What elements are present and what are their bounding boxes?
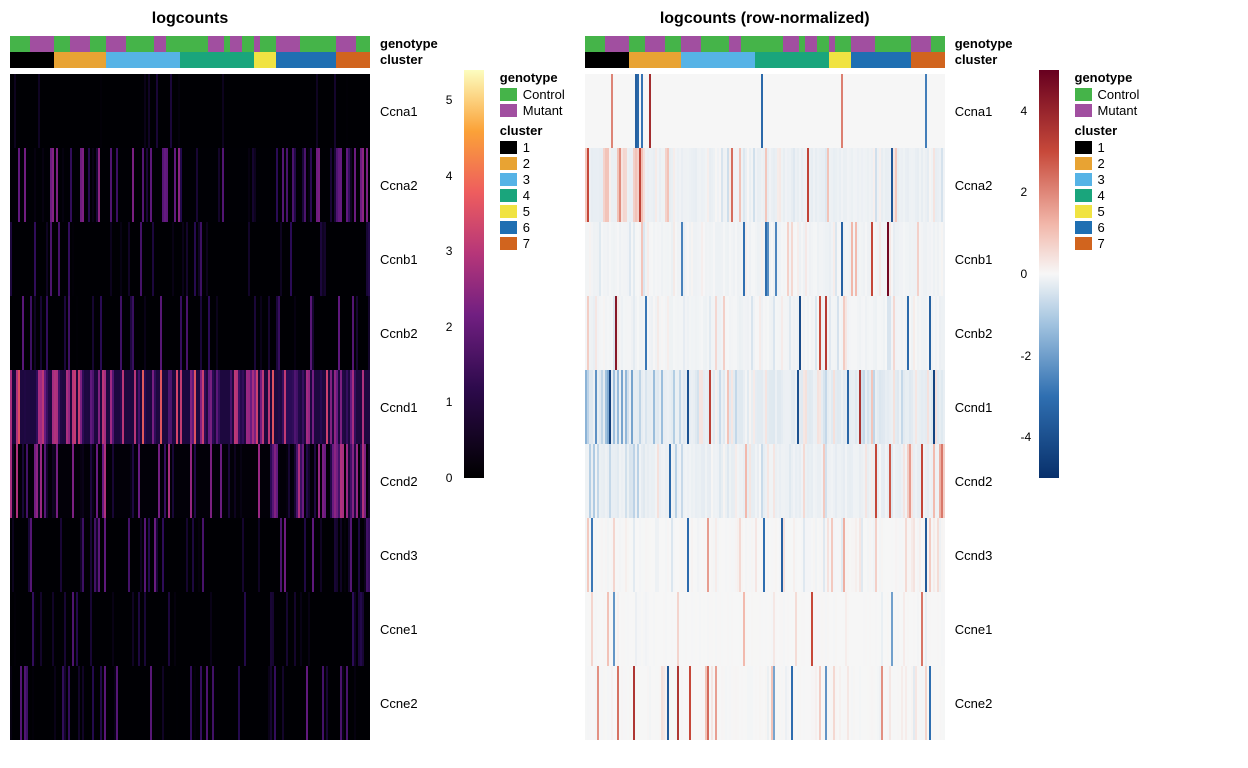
gene-row: [10, 518, 370, 592]
gene-label: Ccnb2: [376, 296, 438, 370]
gene-row: [10, 148, 370, 222]
gene-label: Ccne2: [951, 666, 1013, 740]
colorbar-tick: 4: [446, 169, 453, 183]
gene-label: Ccna2: [951, 148, 1013, 222]
colorbar-tick: 2: [1021, 185, 1028, 199]
legend-item: 3: [1075, 172, 1140, 187]
annot-genotype: [10, 36, 370, 52]
heatmap-left-wrap: genotypeclusterCcna1Ccna2Ccnb1Ccnb2Ccnd1…: [10, 36, 565, 740]
colorbar-tick: -2: [1021, 349, 1032, 363]
colorbar-tick: 0: [446, 471, 453, 485]
gene-label: Ccnd3: [951, 518, 1013, 592]
legend-item: 4: [1075, 188, 1140, 203]
heatmap-right-body: [585, 36, 945, 740]
heatmap-right-wrap: genotypeclusterCcna1Ccna2Ccnb1Ccnb2Ccnd1…: [585, 36, 1140, 740]
legend-item: 1: [500, 140, 565, 155]
legend-left: genotype ControlMutant cluster 1234567: [500, 66, 565, 740]
gene-label: Ccnd2: [376, 444, 438, 518]
gene-row: [585, 370, 945, 444]
gene-row: [10, 592, 370, 666]
gene-label: Ccnd2: [951, 444, 1013, 518]
annot-label-cluster: cluster: [376, 52, 438, 68]
legend-item: 6: [500, 220, 565, 235]
gene-label: Ccnb1: [376, 222, 438, 296]
panel-left: logcounts genotypeclusterCcna1Ccna2Ccnb1…: [10, 10, 565, 758]
colorbar-tick: 1: [446, 395, 453, 409]
annot-label-cluster: cluster: [951, 52, 1013, 68]
colorbar-tick: 4: [1021, 104, 1028, 118]
gene-row: [585, 296, 945, 370]
row-labels-right: genotypecluster Ccna1Ccna2Ccnb1Ccnb2Ccnd1…: [951, 36, 1013, 740]
legend-item: 2: [1075, 156, 1140, 171]
legend-item: 6: [1075, 220, 1140, 235]
legend-item: 2: [500, 156, 565, 171]
gene-label: Ccnd1: [376, 370, 438, 444]
gene-row: [585, 518, 945, 592]
gene-row: [10, 296, 370, 370]
annot-label-genotype: genotype: [951, 36, 1013, 52]
legend-right: genotype ControlMutant cluster 1234567: [1075, 66, 1140, 740]
legend-item: Control: [500, 87, 565, 102]
colorbar-left: 012345: [464, 70, 484, 740]
colorbar-tick: 5: [446, 93, 453, 107]
legend-title-genotype: genotype: [500, 70, 565, 85]
gene-row: [585, 148, 945, 222]
gene-row: [10, 444, 370, 518]
title-left: logcounts: [10, 10, 370, 28]
gene-label: Ccnb2: [951, 296, 1013, 370]
annot-genotype: [585, 36, 945, 52]
legend-title-genotype: genotype: [1075, 70, 1140, 85]
gene-label: Ccne1: [376, 592, 438, 666]
gene-row: [585, 592, 945, 666]
gene-label: Ccna1: [376, 74, 438, 148]
gene-row: [585, 222, 945, 296]
annot-label-genotype: genotype: [376, 36, 438, 52]
gene-row: [10, 222, 370, 296]
legend-item: 1: [1075, 140, 1140, 155]
legend-item: 5: [500, 204, 565, 219]
legend-item: Mutant: [500, 103, 565, 118]
row-labels-left: genotypecluster Ccna1Ccna2Ccnb1Ccnb2Ccnd1…: [376, 36, 438, 740]
colorbar-tick: 3: [446, 244, 453, 258]
legend-title-cluster: cluster: [1075, 123, 1140, 138]
colorbar-right: -4-2024: [1039, 70, 1059, 740]
legend-item: 5: [1075, 204, 1140, 219]
legend-item: 4: [500, 188, 565, 203]
gene-label: Ccnb1: [951, 222, 1013, 296]
gene-row: [585, 666, 945, 740]
gene-label: Ccnd1: [951, 370, 1013, 444]
gene-row: [10, 370, 370, 444]
panel-right: logcounts (row-normalized) genotypeclust…: [585, 10, 1140, 758]
legend-item: Control: [1075, 87, 1140, 102]
heatmap-left-body: [10, 36, 370, 740]
legend-item: 7: [500, 236, 565, 251]
gene-row: [10, 666, 370, 740]
gene-row: [585, 444, 945, 518]
annot-cluster: [10, 52, 370, 68]
gene-row: [10, 74, 370, 148]
gene-label: Ccne2: [376, 666, 438, 740]
legend-item: Mutant: [1075, 103, 1140, 118]
gene-label: Ccna1: [951, 74, 1013, 148]
gene-label: Ccnd3: [376, 518, 438, 592]
gene-row: [585, 74, 945, 148]
gene-label: Ccne1: [951, 592, 1013, 666]
legend-item: 7: [1075, 236, 1140, 251]
colorbar-tick: -4: [1021, 430, 1032, 444]
title-right: logcounts (row-normalized): [585, 10, 945, 28]
annot-cluster: [585, 52, 945, 68]
legend-title-cluster: cluster: [500, 123, 565, 138]
colorbar-tick: 0: [1021, 267, 1028, 281]
legend-item: 3: [500, 172, 565, 187]
gene-label: Ccna2: [376, 148, 438, 222]
colorbar-tick: 2: [446, 320, 453, 334]
